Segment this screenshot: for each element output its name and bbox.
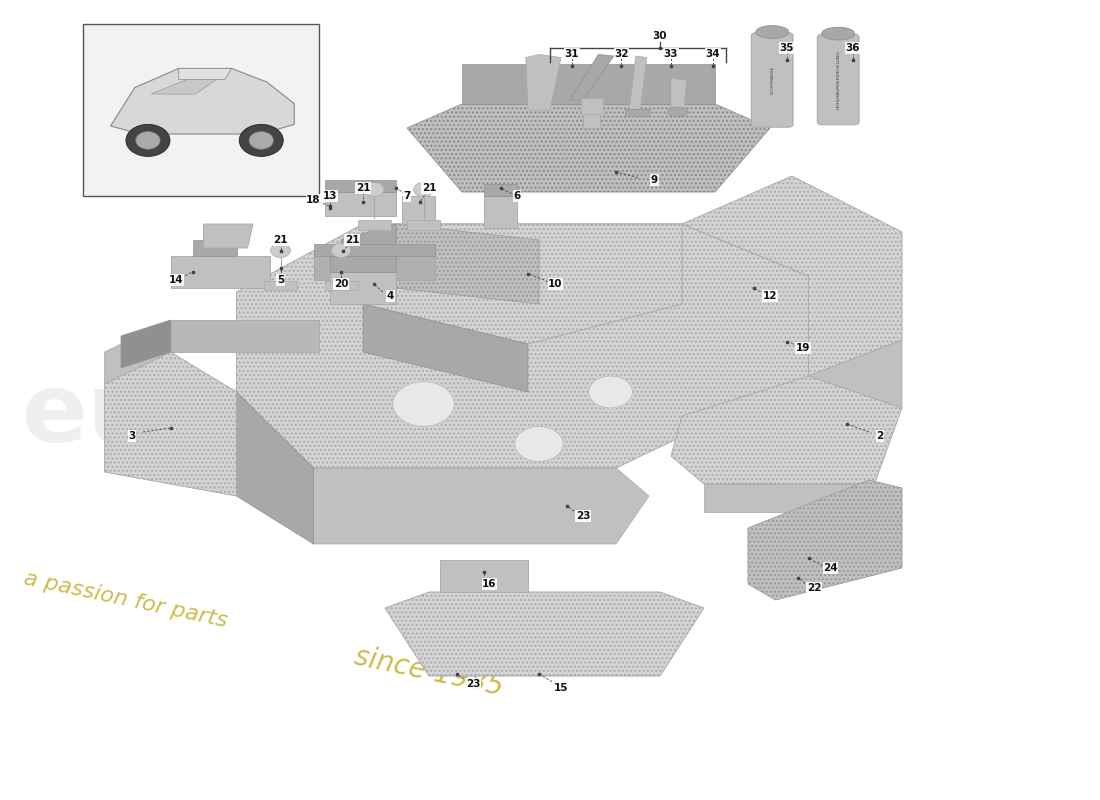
Polygon shape [236,392,314,544]
Polygon shape [324,192,396,216]
Polygon shape [104,320,170,384]
Polygon shape [583,114,600,128]
Text: 36: 36 [845,43,860,53]
Ellipse shape [756,26,789,38]
Polygon shape [462,64,715,104]
Polygon shape [363,304,528,392]
Polygon shape [324,281,358,290]
Polygon shape [484,184,517,196]
Text: since 1985: since 1985 [352,642,506,702]
Text: 34: 34 [705,49,720,58]
Polygon shape [152,71,229,94]
Text: 9: 9 [651,175,658,185]
Text: 4: 4 [387,291,394,301]
Text: 3: 3 [129,431,135,441]
Polygon shape [484,196,517,228]
Polygon shape [671,376,902,484]
Text: 30: 30 [652,31,668,41]
Polygon shape [170,256,270,288]
Text: 21: 21 [344,235,360,245]
Text: HOHLRAUMVERSIEGELUNG: HOHLRAUMVERSIEGELUNG [836,50,840,109]
Circle shape [331,243,351,258]
Polygon shape [396,224,539,304]
Polygon shape [629,56,647,110]
Polygon shape [363,224,682,344]
Circle shape [393,382,454,426]
Text: 22: 22 [806,583,822,593]
Polygon shape [407,220,440,230]
Text: 23: 23 [465,679,481,689]
Circle shape [136,131,161,149]
FancyBboxPatch shape [751,33,793,127]
Text: 33: 33 [663,49,679,58]
Text: 24: 24 [823,563,838,573]
Polygon shape [121,320,170,368]
Text: 31: 31 [564,49,580,58]
Polygon shape [440,560,528,592]
Polygon shape [358,220,390,230]
Text: 21: 21 [355,183,371,193]
Polygon shape [808,340,902,444]
Ellipse shape [668,107,688,117]
Circle shape [240,124,284,157]
Text: 7: 7 [404,191,410,201]
Polygon shape [704,484,874,512]
Polygon shape [178,68,231,79]
Polygon shape [264,281,297,290]
Text: europarts: europarts [22,370,559,462]
Polygon shape [407,104,770,192]
Polygon shape [314,256,435,280]
Text: 14: 14 [168,275,184,285]
Polygon shape [330,272,396,304]
Text: 6: 6 [514,191,520,201]
Text: 32: 32 [614,49,629,58]
Polygon shape [402,196,434,224]
Polygon shape [625,109,649,116]
Text: 10: 10 [548,279,563,289]
FancyBboxPatch shape [817,34,859,125]
Circle shape [588,376,632,408]
Text: DICHTMASSE: DICHTMASSE [770,66,774,94]
Circle shape [126,124,170,157]
Text: 16: 16 [482,579,497,589]
Polygon shape [192,240,236,256]
Text: 35: 35 [779,43,794,53]
Circle shape [271,243,290,258]
Polygon shape [324,180,396,192]
Bar [82,24,319,196]
Text: 18: 18 [306,195,321,205]
Polygon shape [170,320,319,352]
Text: 21: 21 [421,183,437,193]
Text: 12: 12 [762,291,778,301]
Polygon shape [314,244,435,256]
Text: 13: 13 [322,191,338,201]
Polygon shape [110,68,295,134]
Text: 5: 5 [277,275,284,285]
Ellipse shape [822,27,855,40]
Polygon shape [526,54,561,110]
Polygon shape [330,256,396,272]
Circle shape [515,426,563,462]
Polygon shape [385,592,704,676]
Polygon shape [341,224,396,304]
Text: 20: 20 [333,279,349,289]
Circle shape [249,131,274,149]
Polygon shape [204,224,253,248]
Polygon shape [682,176,902,376]
Circle shape [414,182,433,197]
Polygon shape [104,352,236,496]
Circle shape [364,182,384,197]
Polygon shape [671,78,686,110]
Polygon shape [748,480,902,600]
Text: a passion for parts: a passion for parts [22,569,230,631]
Text: 2: 2 [877,431,883,441]
Text: 19: 19 [795,343,811,353]
Text: 15: 15 [553,683,569,693]
Polygon shape [570,54,614,100]
Polygon shape [236,224,808,468]
Text: 21: 21 [273,235,288,245]
Polygon shape [581,98,603,116]
Text: 23: 23 [575,511,591,521]
Polygon shape [280,468,649,544]
